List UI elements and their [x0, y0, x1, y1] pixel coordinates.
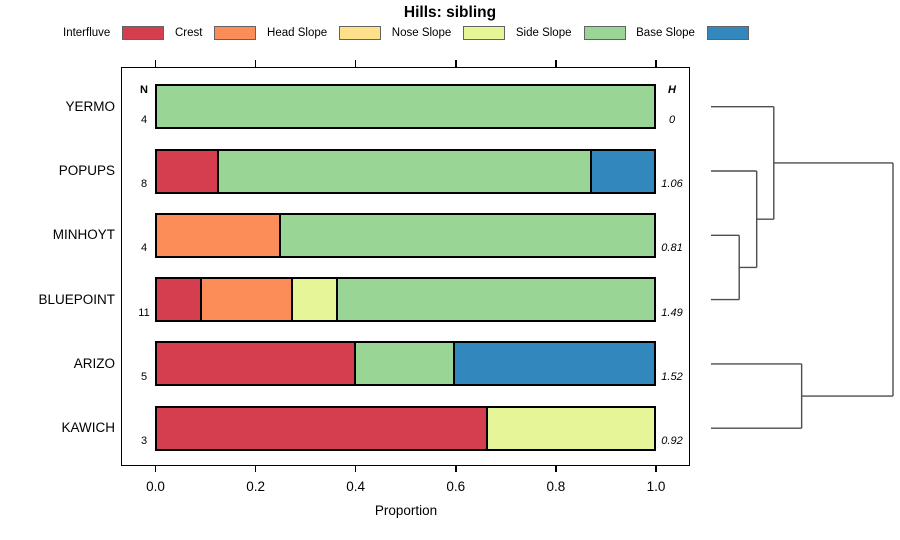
h-value: 1.52 — [661, 370, 683, 383]
n-value: 3 — [140, 435, 148, 448]
legend-label: Interfluve — [63, 27, 111, 39]
bar-row — [155, 341, 656, 387]
bar-segment — [157, 343, 356, 385]
bar-segment — [591, 150, 654, 192]
bar-row — [155, 405, 656, 451]
bar-segment — [455, 343, 654, 385]
axis-tick-bottom — [354, 465, 357, 472]
bar-segment — [157, 214, 282, 256]
n-value: 4 — [140, 113, 148, 126]
bar-segment — [281, 214, 654, 256]
x-axis-title: Proportion — [374, 503, 438, 518]
h-column-header: H — [668, 83, 676, 96]
category-label: YERMO — [65, 98, 115, 114]
axis-tick-bottom — [655, 465, 657, 472]
axis-tick-top — [354, 60, 357, 67]
legend-label: Crest — [174, 27, 203, 39]
bar-segment — [157, 150, 220, 192]
h-value: 0.92 — [661, 435, 683, 448]
legend-label: Side Slope — [515, 27, 572, 39]
legend-swatch — [122, 26, 165, 40]
bar-segment — [157, 407, 489, 449]
legend-swatch — [583, 26, 626, 40]
bar-row — [155, 212, 656, 258]
category-label: POPUPS — [58, 163, 115, 178]
axis-tick-label: 0.4 — [346, 479, 366, 494]
legend-item: Base Slope — [636, 26, 749, 40]
category-label: ARIZO — [73, 355, 115, 371]
legend-swatch — [214, 26, 257, 40]
axis-tick-label: 0.0 — [146, 479, 165, 494]
legend-label: Base Slope — [636, 27, 695, 39]
axis-tick-top — [655, 60, 657, 67]
legend-item: Crest — [174, 26, 257, 40]
n-value: 5 — [140, 370, 148, 383]
legend-item: Head Slope — [267, 26, 382, 40]
legend-label: Nose Slope — [391, 27, 452, 39]
bar-segment — [337, 279, 654, 321]
axis-tick-top — [555, 60, 557, 67]
legend-swatch — [463, 26, 506, 40]
h-value: 0 — [668, 113, 676, 126]
axis-tick-top — [154, 60, 157, 67]
axis-tick-label: 0.8 — [546, 479, 566, 494]
legend-swatch — [339, 26, 382, 40]
legend-swatch — [706, 26, 749, 40]
legend-item: Side Slope — [516, 26, 626, 40]
axis-tick-bottom — [254, 465, 257, 472]
bar-segment — [292, 279, 338, 321]
chart-title: Hills: sibling — [403, 4, 497, 21]
bar-segment — [355, 343, 456, 385]
legend-item: Nose Slope — [391, 26, 506, 40]
axis-tick-top — [254, 60, 257, 67]
bar-segment — [202, 279, 293, 321]
axis-tick-label: 0.2 — [246, 479, 265, 494]
n-value: 4 — [140, 242, 148, 255]
legend: Interfluve Crest Head Slope Nose Slope Side … — [63, 25, 749, 41]
n-value: 8 — [140, 178, 148, 190]
legend-label: Head Slope — [267, 27, 328, 39]
axis-tick-top — [455, 60, 457, 67]
axis-tick-label: 0.6 — [446, 479, 466, 494]
category-label: KAWICH — [61, 420, 116, 436]
h-value: 1.06 — [661, 178, 683, 190]
h-value: 0.81 — [661, 242, 683, 255]
axis-tick-bottom — [555, 465, 557, 472]
bar-segment — [157, 86, 654, 128]
legend-item: Interfluve — [63, 26, 165, 40]
plot-area — [121, 67, 690, 466]
bar-row — [155, 84, 656, 130]
axis-tick-label: 1.0 — [646, 479, 666, 494]
bar-row — [155, 148, 656, 194]
bar-segment — [157, 279, 203, 321]
axis-tick-bottom — [455, 465, 457, 472]
axis-tick-bottom — [154, 465, 157, 472]
category-label: BLUEPOINT — [38, 291, 115, 307]
h-value: 1.49 — [661, 306, 683, 319]
n-column-header: N — [140, 83, 148, 96]
bar-segment — [219, 150, 592, 192]
category-label: MINHOYT — [52, 227, 115, 243]
bar-row — [155, 277, 656, 323]
bar-segment — [488, 407, 654, 449]
n-value: 11 — [138, 306, 150, 319]
